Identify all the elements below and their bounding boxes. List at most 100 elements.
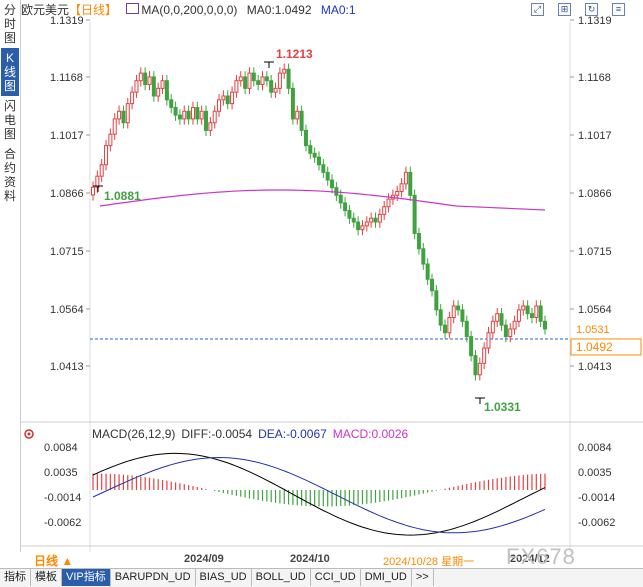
candle: [412, 189, 417, 240]
sidebar-item-lightning[interactable]: 闪电图: [3, 99, 16, 141]
sidebar-item-timeshare[interactable]: 分时图: [3, 3, 16, 45]
tab-indicator[interactable]: 指标: [0, 569, 31, 586]
candle: [177, 109, 182, 125]
price-box-current: [572, 322, 640, 336]
left-price-tick: 1.0413: [50, 361, 84, 373]
time-label-dec: 2024/12: [510, 553, 550, 565]
candle: [516, 304, 521, 328]
candle: [529, 307, 534, 324]
tab-cci[interactable]: CCI_UD: [311, 569, 361, 586]
candle: [386, 193, 391, 213]
candle: [317, 151, 321, 171]
candle: [225, 90, 230, 110]
candle: [464, 315, 469, 343]
candle: [382, 201, 387, 221]
candle: [273, 82, 278, 98]
candle: [443, 319, 448, 339]
macd-header: MACD(26,12,9) DIFF:-0.0054 DEA:-0.0067 MACD…: [92, 424, 414, 444]
tab-template[interactable]: 模板: [31, 569, 62, 586]
candle: [416, 227, 421, 255]
left-price-tick: 1.0715: [50, 246, 84, 258]
macd-gear-icon[interactable]: [24, 429, 34, 439]
candle: [343, 197, 348, 217]
candle: [112, 113, 117, 140]
candle: [134, 74, 139, 98]
candle: [286, 63, 291, 95]
candle: [299, 105, 304, 137]
right-price-tick: 1.0413: [578, 361, 612, 373]
macd-title: MACD(26,12,9): [92, 427, 176, 441]
candle: [182, 105, 187, 125]
period-button[interactable]: 日线 ▲: [34, 554, 74, 568]
time-label-sep: 2024/09: [184, 553, 224, 565]
time-label-cursor: 2024/10/28 星期一: [383, 556, 475, 568]
candle: [208, 117, 213, 137]
low-label: 1.0331: [484, 400, 521, 414]
tab-more[interactable]: >>: [412, 569, 434, 586]
left-price-tick: 1.1168: [50, 72, 83, 84]
zoom-icon[interactable]: ⊞: [558, 3, 571, 16]
tab-barupdn[interactable]: BARUPDN_UD: [111, 569, 196, 586]
candle: [160, 74, 165, 95]
candle: [473, 349, 478, 381]
candle: [482, 342, 487, 370]
candle: [525, 300, 530, 320]
refresh-icon[interactable]: ↻: [585, 3, 598, 16]
sidebar-item-contract[interactable]: 合约资料: [3, 147, 16, 203]
macd-left-tick: -0.0014: [44, 492, 81, 504]
tab-bias[interactable]: BIAS_UD: [196, 569, 252, 586]
ma-price-label: 1.0492: [576, 340, 613, 354]
candle: [243, 71, 248, 95]
ma200-line: [99, 189, 546, 211]
candle: [290, 82, 295, 125]
tab-vip[interactable]: VIP指标: [62, 569, 111, 586]
candle: [399, 178, 404, 198]
macd-left-tick: -0.0062: [44, 517, 81, 529]
candle: [247, 67, 252, 95]
candle: [147, 71, 152, 91]
time-label-oct: 2024/10: [290, 553, 330, 565]
candle: [503, 319, 508, 343]
watermark: FX678: [506, 544, 576, 569]
candle: [138, 67, 143, 87]
candle: [295, 105, 300, 125]
ma-icon: [126, 3, 140, 14]
macd-right-tick: 0.0084: [578, 442, 612, 454]
right-price-tick: 1.0866: [578, 188, 612, 200]
candle: [99, 159, 104, 182]
ma0-value: MA0:1.0492: [246, 3, 312, 17]
candle: [456, 300, 461, 316]
candle: [117, 105, 122, 125]
candle: [403, 166, 408, 190]
tab-boll[interactable]: BOLL_UD: [252, 569, 311, 586]
candle: [308, 139, 313, 160]
settings-icon[interactable]: ≡: [612, 3, 625, 16]
candle: [104, 139, 109, 171]
candle: [534, 300, 539, 324]
candle: [256, 74, 261, 91]
candle: [373, 212, 378, 228]
left-sidebar: 分时图 K线图 闪电图 合约资料: [0, 0, 21, 552]
chart-header: 欧元美元【日线】 MA(0,0,200,0,0,0) MA0:1.0492 MA…: [21, 0, 643, 22]
candle: [469, 330, 474, 362]
dea-line: [92, 456, 546, 534]
candle: [347, 204, 352, 224]
candle: [212, 105, 217, 129]
candle: [499, 307, 504, 331]
sidebar-item-kline[interactable]: K线图: [1, 48, 19, 96]
tab-dmi[interactable]: DMI_UD: [361, 569, 412, 586]
candle: [260, 71, 265, 91]
fullscreen-icon[interactable]: ⤢: [531, 3, 544, 16]
candle: [369, 212, 374, 228]
right-price-tick: 1.1017: [578, 130, 612, 142]
candle: [312, 147, 317, 163]
period-label[interactable]: 【日线】: [69, 3, 118, 17]
chart-canvas[interactable]: 1.1319 1.1168 1.1017 1.0866 1.0715 1.0564 1.04…: [0, 0, 643, 552]
candle: [282, 63, 287, 79]
candle: [217, 94, 222, 118]
candle: [356, 216, 361, 236]
right-price-tick: 1.1319: [578, 15, 612, 27]
candle: [543, 315, 547, 335]
candle: [360, 220, 365, 236]
candle: [377, 208, 382, 228]
